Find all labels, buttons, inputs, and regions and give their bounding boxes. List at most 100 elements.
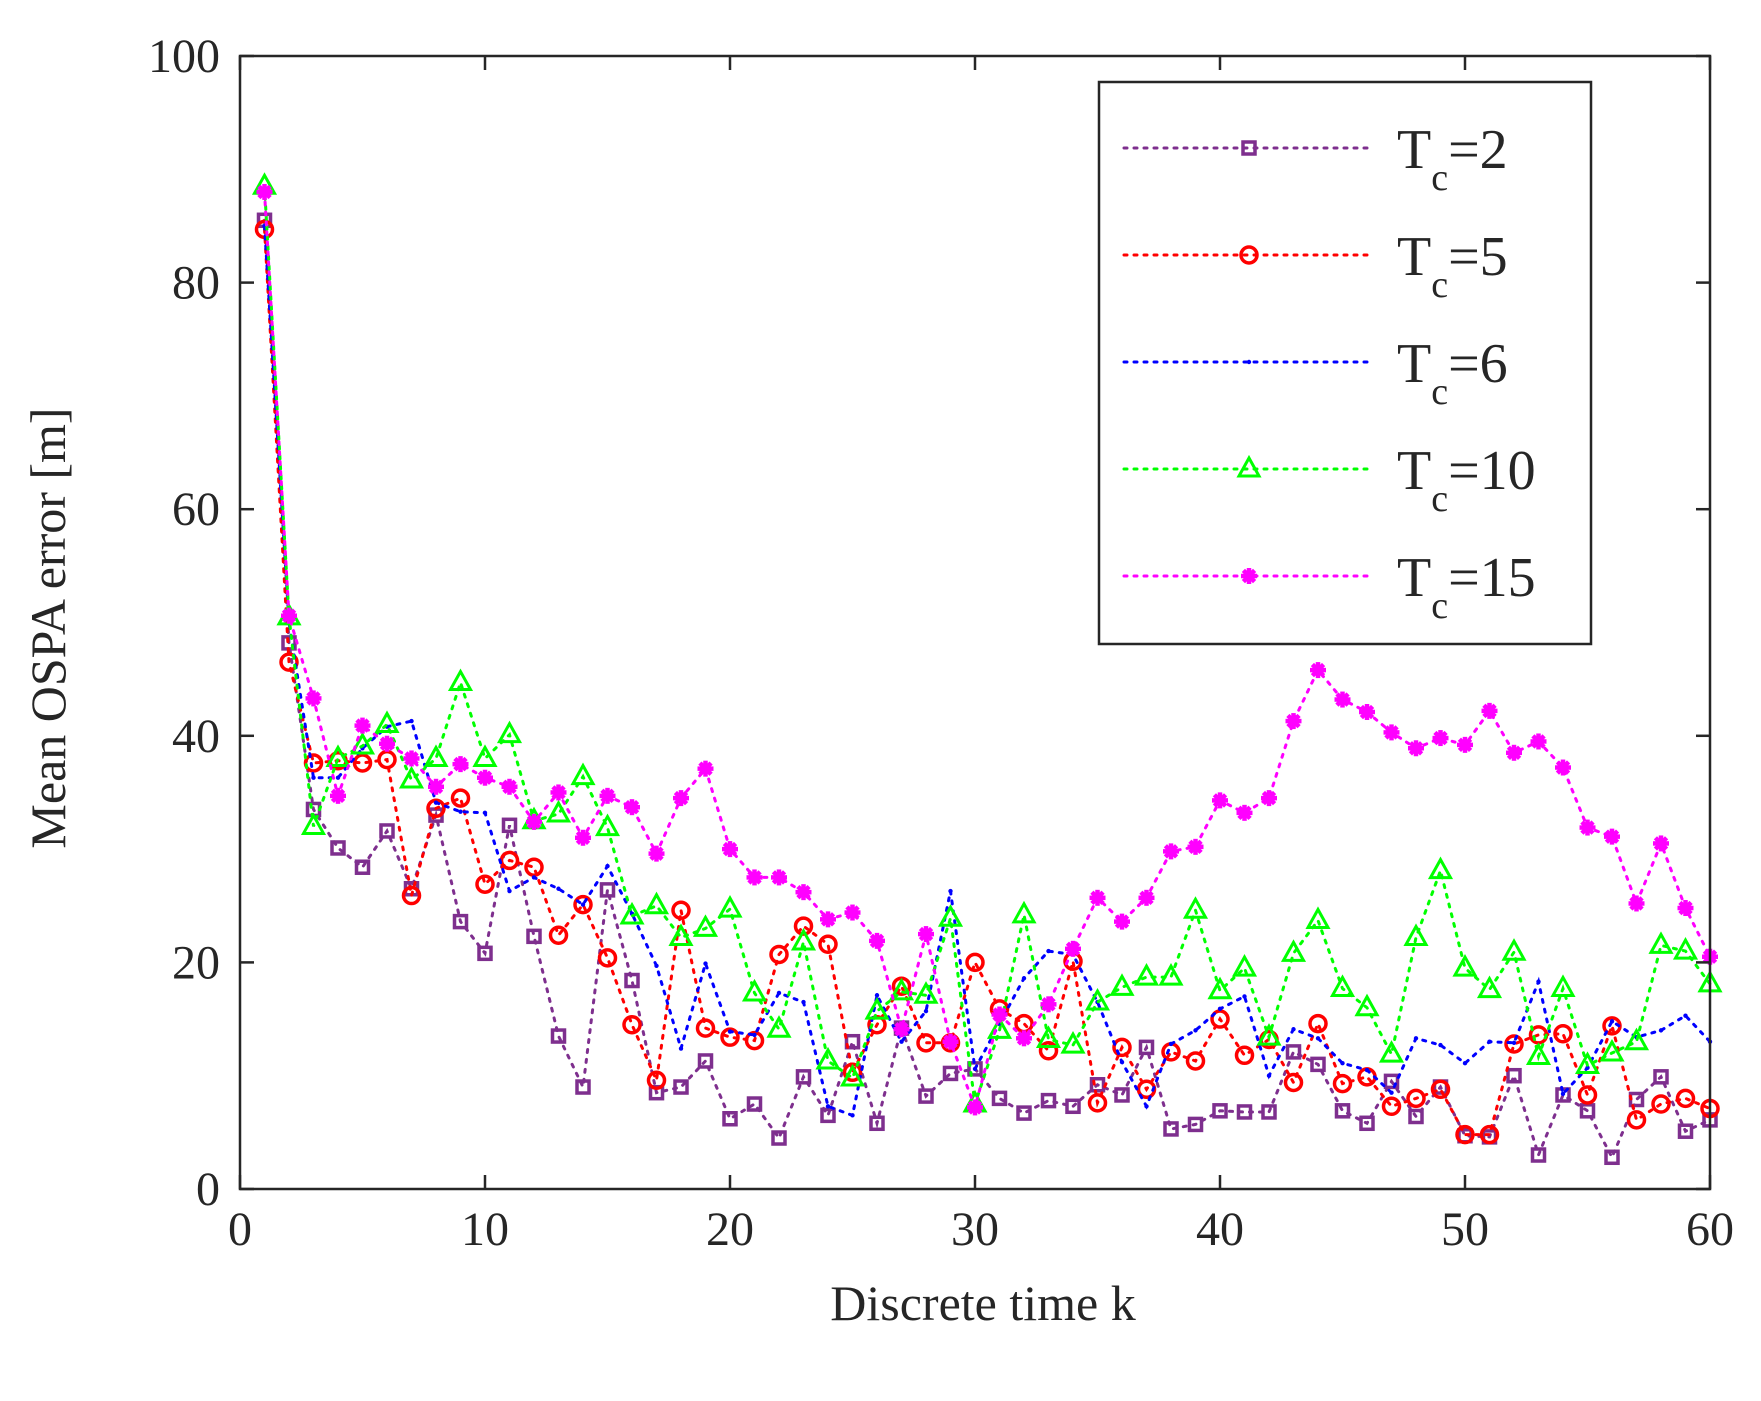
series-4-point bbox=[893, 1021, 910, 1038]
series-0-point bbox=[991, 1090, 1008, 1107]
y-axis-label: Mean OSPA error [m] bbox=[20, 407, 76, 848]
x-tick-label: 0 bbox=[228, 1203, 252, 1256]
series-4-point bbox=[918, 926, 934, 943]
series-4-point bbox=[281, 607, 297, 624]
series-0-point bbox=[1089, 1077, 1106, 1093]
series-2-point bbox=[874, 993, 880, 998]
series-0-point bbox=[1506, 1067, 1522, 1084]
series-2-point bbox=[482, 810, 488, 816]
series-2-point bbox=[727, 1029, 733, 1034]
series-1-point bbox=[1577, 1085, 1598, 1105]
series-2-point bbox=[1487, 1039, 1492, 1044]
legend-label: Tc=6 bbox=[1397, 333, 1508, 413]
series-3-point bbox=[374, 710, 400, 733]
series-3-point bbox=[423, 744, 449, 767]
series-1-point bbox=[450, 788, 471, 808]
legend-label-main: T bbox=[1397, 333, 1431, 395]
series-1 bbox=[254, 219, 1720, 1145]
series-0-point bbox=[722, 1111, 738, 1127]
series-1-point bbox=[548, 925, 569, 945]
legend-label-sub: c bbox=[1431, 585, 1448, 627]
series-2-point bbox=[531, 875, 537, 880]
series-4-point bbox=[526, 813, 542, 830]
series-0-point bbox=[1187, 1116, 1204, 1133]
series-0-point bbox=[795, 1069, 812, 1085]
series-3-point bbox=[766, 1015, 792, 1038]
series-4-point bbox=[1016, 1030, 1032, 1047]
series-2-point bbox=[409, 718, 414, 724]
series-4-point bbox=[1604, 828, 1620, 845]
series-3-point bbox=[1599, 1038, 1625, 1062]
series-3-point bbox=[1476, 975, 1503, 999]
series-4-point bbox=[697, 760, 714, 777]
series-4-point bbox=[1457, 736, 1473, 753]
series-2-point bbox=[1315, 1036, 1321, 1041]
series-2-point bbox=[1193, 1028, 1198, 1033]
series-4-point bbox=[1481, 702, 1498, 719]
series-3-point bbox=[815, 1046, 841, 1070]
legend-marker bbox=[1241, 568, 1257, 584]
series-0-point bbox=[1310, 1056, 1326, 1073]
series-4-point bbox=[354, 717, 371, 734]
series-layer bbox=[251, 172, 1723, 1166]
series-3-point bbox=[1207, 976, 1233, 1000]
series-0-point bbox=[624, 972, 640, 989]
series-1-point bbox=[1234, 1045, 1255, 1066]
series-0-point bbox=[1285, 1044, 1302, 1060]
series-4-point bbox=[477, 769, 493, 786]
series-3-point bbox=[864, 997, 890, 1020]
series-2-point bbox=[1438, 1042, 1443, 1048]
series-4-point bbox=[452, 756, 469, 773]
series-0-point bbox=[550, 1028, 567, 1044]
series-4-point bbox=[1677, 900, 1694, 917]
series-4-point bbox=[967, 1099, 983, 1116]
series-0-point bbox=[1065, 1098, 1081, 1115]
series-0-point bbox=[1016, 1105, 1032, 1121]
series-1-point bbox=[1087, 1093, 1108, 1113]
series-0-point bbox=[575, 1079, 591, 1095]
series-1-point bbox=[1185, 1051, 1206, 1071]
series-3-point bbox=[1035, 1025, 1062, 1048]
series-4-point bbox=[673, 790, 689, 807]
series-2-point bbox=[1168, 1041, 1174, 1047]
series-2-point bbox=[605, 863, 610, 869]
legend-item-0: Tc=2 bbox=[1122, 119, 1508, 199]
series-3-point bbox=[325, 744, 351, 767]
series-4-point bbox=[403, 750, 420, 767]
series-2-point bbox=[654, 963, 659, 968]
series-2-point bbox=[1144, 1104, 1149, 1109]
legend-label-main: T bbox=[1397, 440, 1431, 502]
series-4-point bbox=[1089, 889, 1106, 906]
series-4-point bbox=[1579, 819, 1596, 836]
series-2-point bbox=[1046, 948, 1051, 954]
legend-label: Tc=2 bbox=[1397, 119, 1508, 199]
y-tick-label: 60 bbox=[172, 483, 220, 536]
axes-layer: 0 10 20 30 40 50 60 0 20 40 60 80 100 bbox=[148, 30, 1734, 1256]
legend-label-sub: c bbox=[1431, 371, 1448, 413]
series-4-point bbox=[1555, 759, 1571, 776]
series-2-point bbox=[972, 1066, 978, 1072]
series-1-point bbox=[720, 1027, 740, 1047]
series-0-point bbox=[1138, 1039, 1155, 1056]
series-4-point bbox=[771, 869, 787, 886]
series-0-point bbox=[820, 1107, 836, 1124]
legend-marker bbox=[1239, 245, 1259, 265]
series-2-point bbox=[899, 1039, 904, 1044]
series-0-point bbox=[1359, 1115, 1375, 1132]
series-1-point bbox=[573, 894, 593, 915]
legend-label-value: =2 bbox=[1448, 119, 1508, 181]
series-3-point bbox=[1525, 1042, 1552, 1065]
series-4-point bbox=[1383, 724, 1400, 741]
series-2-point bbox=[458, 809, 463, 814]
series-4-point bbox=[1261, 790, 1277, 807]
series-4-point bbox=[599, 787, 616, 804]
series-2-point bbox=[776, 990, 782, 996]
series-4-point bbox=[869, 932, 885, 949]
series-1-point bbox=[916, 1033, 936, 1053]
x-tick-label: 40 bbox=[1196, 1203, 1244, 1256]
series-2-point bbox=[1340, 1061, 1345, 1066]
series-3-point bbox=[913, 981, 939, 1004]
series-4-point bbox=[1530, 733, 1547, 750]
series-3-point bbox=[349, 731, 376, 755]
